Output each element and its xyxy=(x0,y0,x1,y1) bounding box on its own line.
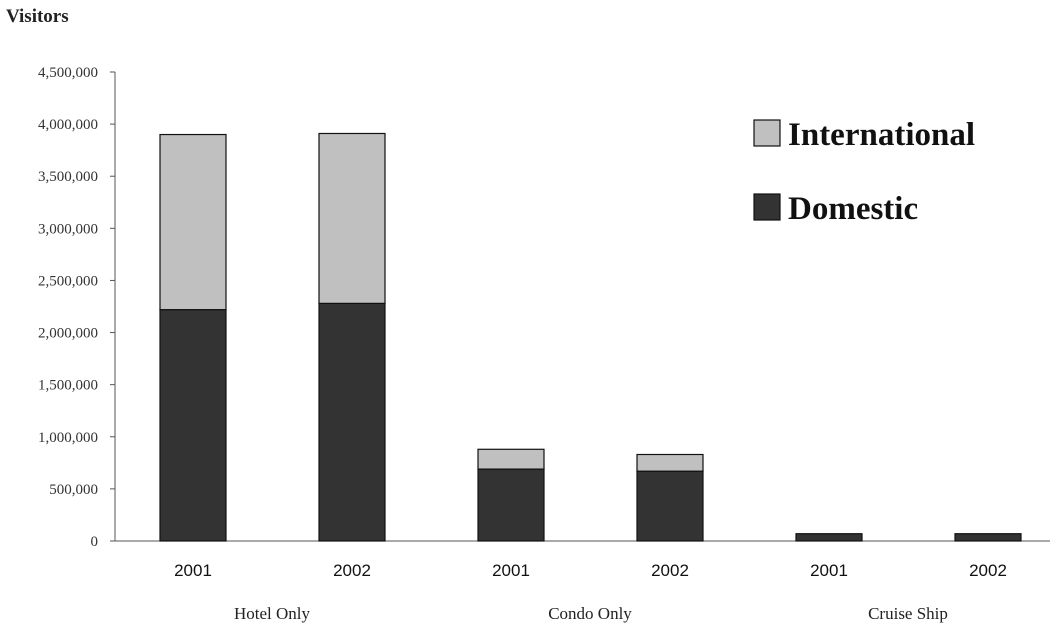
bar-international-2001-condo-only xyxy=(477,448,545,470)
legend-label-domestic: Domestic xyxy=(788,191,918,227)
y-tick-label: 2,500,000 xyxy=(38,273,98,289)
legend-label-international: International xyxy=(788,117,975,153)
x-group-label: Hotel Only xyxy=(234,604,311,623)
bar-domestic-2001-hotel-only xyxy=(159,309,227,542)
y-tick-label: 2,000,000 xyxy=(38,326,98,342)
y-tick-label: 4,000,000 xyxy=(38,117,98,133)
y-tick-label: 3,500,000 xyxy=(38,169,98,185)
y-tick-label: 500,000 xyxy=(49,482,98,498)
y-axis-label: Visitors xyxy=(6,6,69,27)
x-group-label: Condo Only xyxy=(548,604,632,623)
x-tick-label: 2002 xyxy=(333,561,371,580)
bar-domestic-2002-cruise-ship xyxy=(954,533,1022,542)
x-tick-label: 2001 xyxy=(174,561,212,580)
x-tick-label: 2002 xyxy=(969,561,1007,580)
legend: International Domestic xyxy=(753,117,975,227)
legend-swatch-international xyxy=(753,119,781,147)
bars xyxy=(159,132,1022,542)
y-tick-label: 4,500,000 xyxy=(38,65,98,81)
bar-international-2001-hotel-only xyxy=(159,133,227,311)
axes: 0 500,000 1,000,000 1,500,000 2,000,000 2,500… xyxy=(38,65,1050,550)
y-tick-label: 3,000,000 xyxy=(38,221,98,237)
x-tick-label: 2002 xyxy=(651,561,689,580)
bar-domestic-2001-condo-only xyxy=(477,468,545,542)
x-tick-labels: 2001 2002 2001 2002 2001 2002 Hotel Only Condo … xyxy=(174,561,1007,623)
bar-domestic-2002-hotel-only xyxy=(318,302,386,542)
x-tick-label: 2001 xyxy=(810,561,848,580)
x-group-label: Cruise Ship xyxy=(868,604,948,623)
y-tick-label: 0 xyxy=(91,534,99,550)
bar-international-2002-hotel-only xyxy=(318,132,386,304)
legend-swatch-domestic xyxy=(753,193,781,221)
bar-domestic-2001-cruise-ship xyxy=(795,533,863,542)
x-tick-label: 2001 xyxy=(492,561,530,580)
y-tick-label: 1,500,000 xyxy=(38,378,98,394)
bar-international-2002-condo-only xyxy=(636,453,704,472)
bar-domestic-2002-condo-only xyxy=(636,470,704,542)
y-tick-label: 1,000,000 xyxy=(38,430,98,446)
